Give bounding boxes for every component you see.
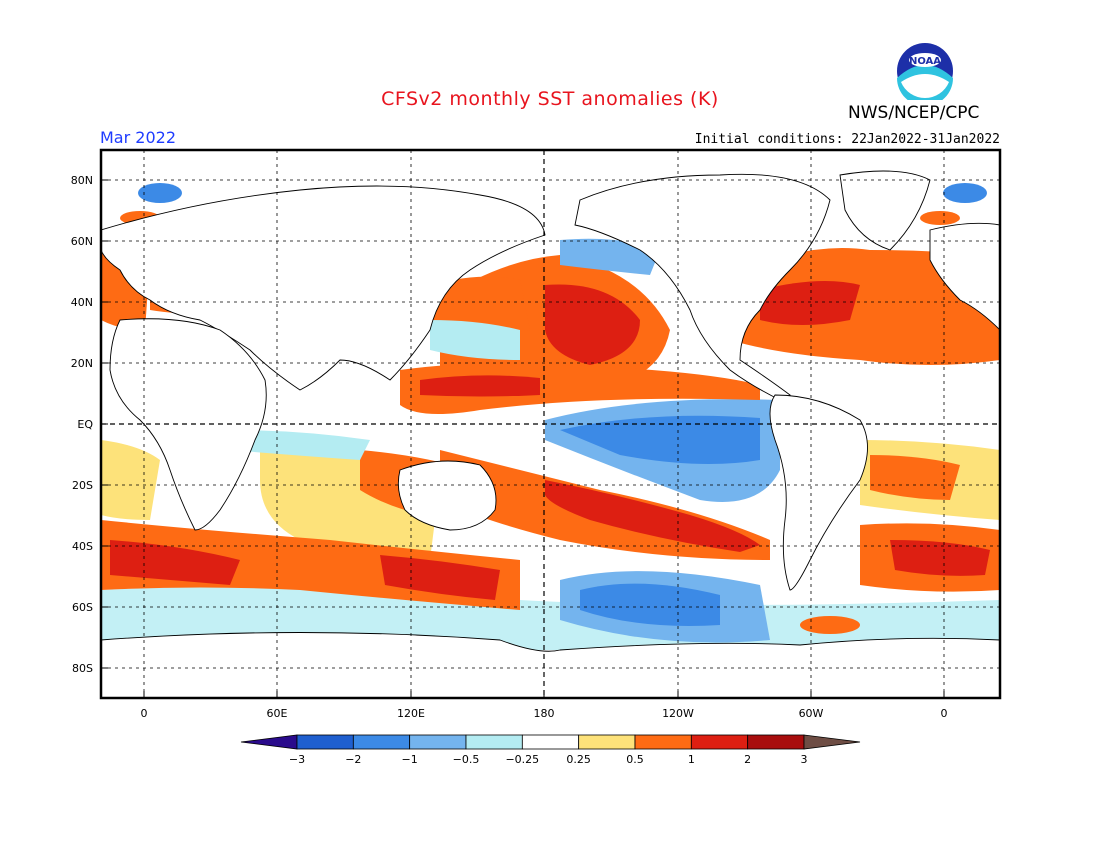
lat-axis-labels: 80N 60N 40N 20N EQ 20S 40S 60S 80S bbox=[71, 174, 94, 675]
lat-label: 80S bbox=[72, 662, 93, 675]
colorbar-segment bbox=[240, 734, 298, 750]
equator-dateline bbox=[101, 150, 1000, 698]
colorbar-segment bbox=[747, 734, 805, 750]
colorbar-segment bbox=[352, 734, 411, 750]
lon-label: 60E bbox=[267, 707, 288, 720]
noaa-logo-icon: NOAA bbox=[897, 43, 953, 100]
lon-label: 120W bbox=[662, 707, 694, 720]
lon-label: 60W bbox=[799, 707, 824, 720]
lon-axis-labels: 0 60E 120E 180 120W 60W 0 bbox=[141, 707, 948, 720]
map-title: CFSv2 monthly SST anomalies (K) bbox=[381, 88, 719, 110]
lon-label: 180 bbox=[534, 707, 555, 720]
colorbar-segment bbox=[465, 734, 523, 750]
lat-label: 20S bbox=[72, 479, 93, 492]
colorbar-tick-label: −0.25 bbox=[505, 753, 539, 766]
lon-label: 120E bbox=[397, 707, 425, 720]
colorbar-tick-label: −3 bbox=[289, 753, 305, 766]
colorbar-tick-label: 1 bbox=[688, 753, 695, 766]
colorbar-segment bbox=[803, 734, 861, 750]
agency-label: NWS/NCEP/CPC bbox=[848, 103, 980, 123]
colorbar-tick-label: 0.25 bbox=[566, 753, 591, 766]
colorbar-tick-label: 0.5 bbox=[626, 753, 644, 766]
colorbar-segment bbox=[521, 734, 580, 750]
colorbar-tick-label: 3 bbox=[801, 753, 808, 766]
tick-marks bbox=[101, 179, 945, 698]
colorbar-segment bbox=[690, 734, 749, 750]
lat-label: 80N bbox=[71, 174, 93, 187]
lon-label: 0 bbox=[941, 707, 948, 720]
colorbar-tick-label: −1 bbox=[402, 753, 418, 766]
land-masses bbox=[101, 170, 1000, 698]
forecast-period: Mar 2022 bbox=[100, 128, 176, 147]
colorbar-legend: −3 −2 −1 −0.5 −0.25 0.25 0.5 1 2 3 bbox=[240, 734, 861, 766]
colorbar-segment bbox=[409, 734, 467, 750]
colorbar-tick-label: −2 bbox=[345, 753, 361, 766]
colorbar-tick-label: −0.5 bbox=[453, 753, 480, 766]
lat-label: 60S bbox=[72, 601, 93, 614]
lat-label: 40S bbox=[72, 540, 93, 553]
lat-label: 40N bbox=[71, 296, 93, 309]
initial-conditions: Initial conditions: 22Jan2022-31Jan2022 bbox=[694, 132, 1000, 147]
colorbar-segment bbox=[634, 734, 692, 750]
lon-label: 0 bbox=[141, 707, 148, 720]
lat-label: EQ bbox=[77, 418, 93, 431]
colorbar-tick-label: 2 bbox=[744, 753, 751, 766]
colorbar-segment bbox=[296, 734, 354, 750]
colorbar-segment bbox=[578, 734, 636, 750]
lat-label: 60N bbox=[71, 235, 93, 248]
lat-label: 20N bbox=[71, 357, 93, 370]
svg-text:NOAA: NOAA bbox=[909, 56, 941, 67]
